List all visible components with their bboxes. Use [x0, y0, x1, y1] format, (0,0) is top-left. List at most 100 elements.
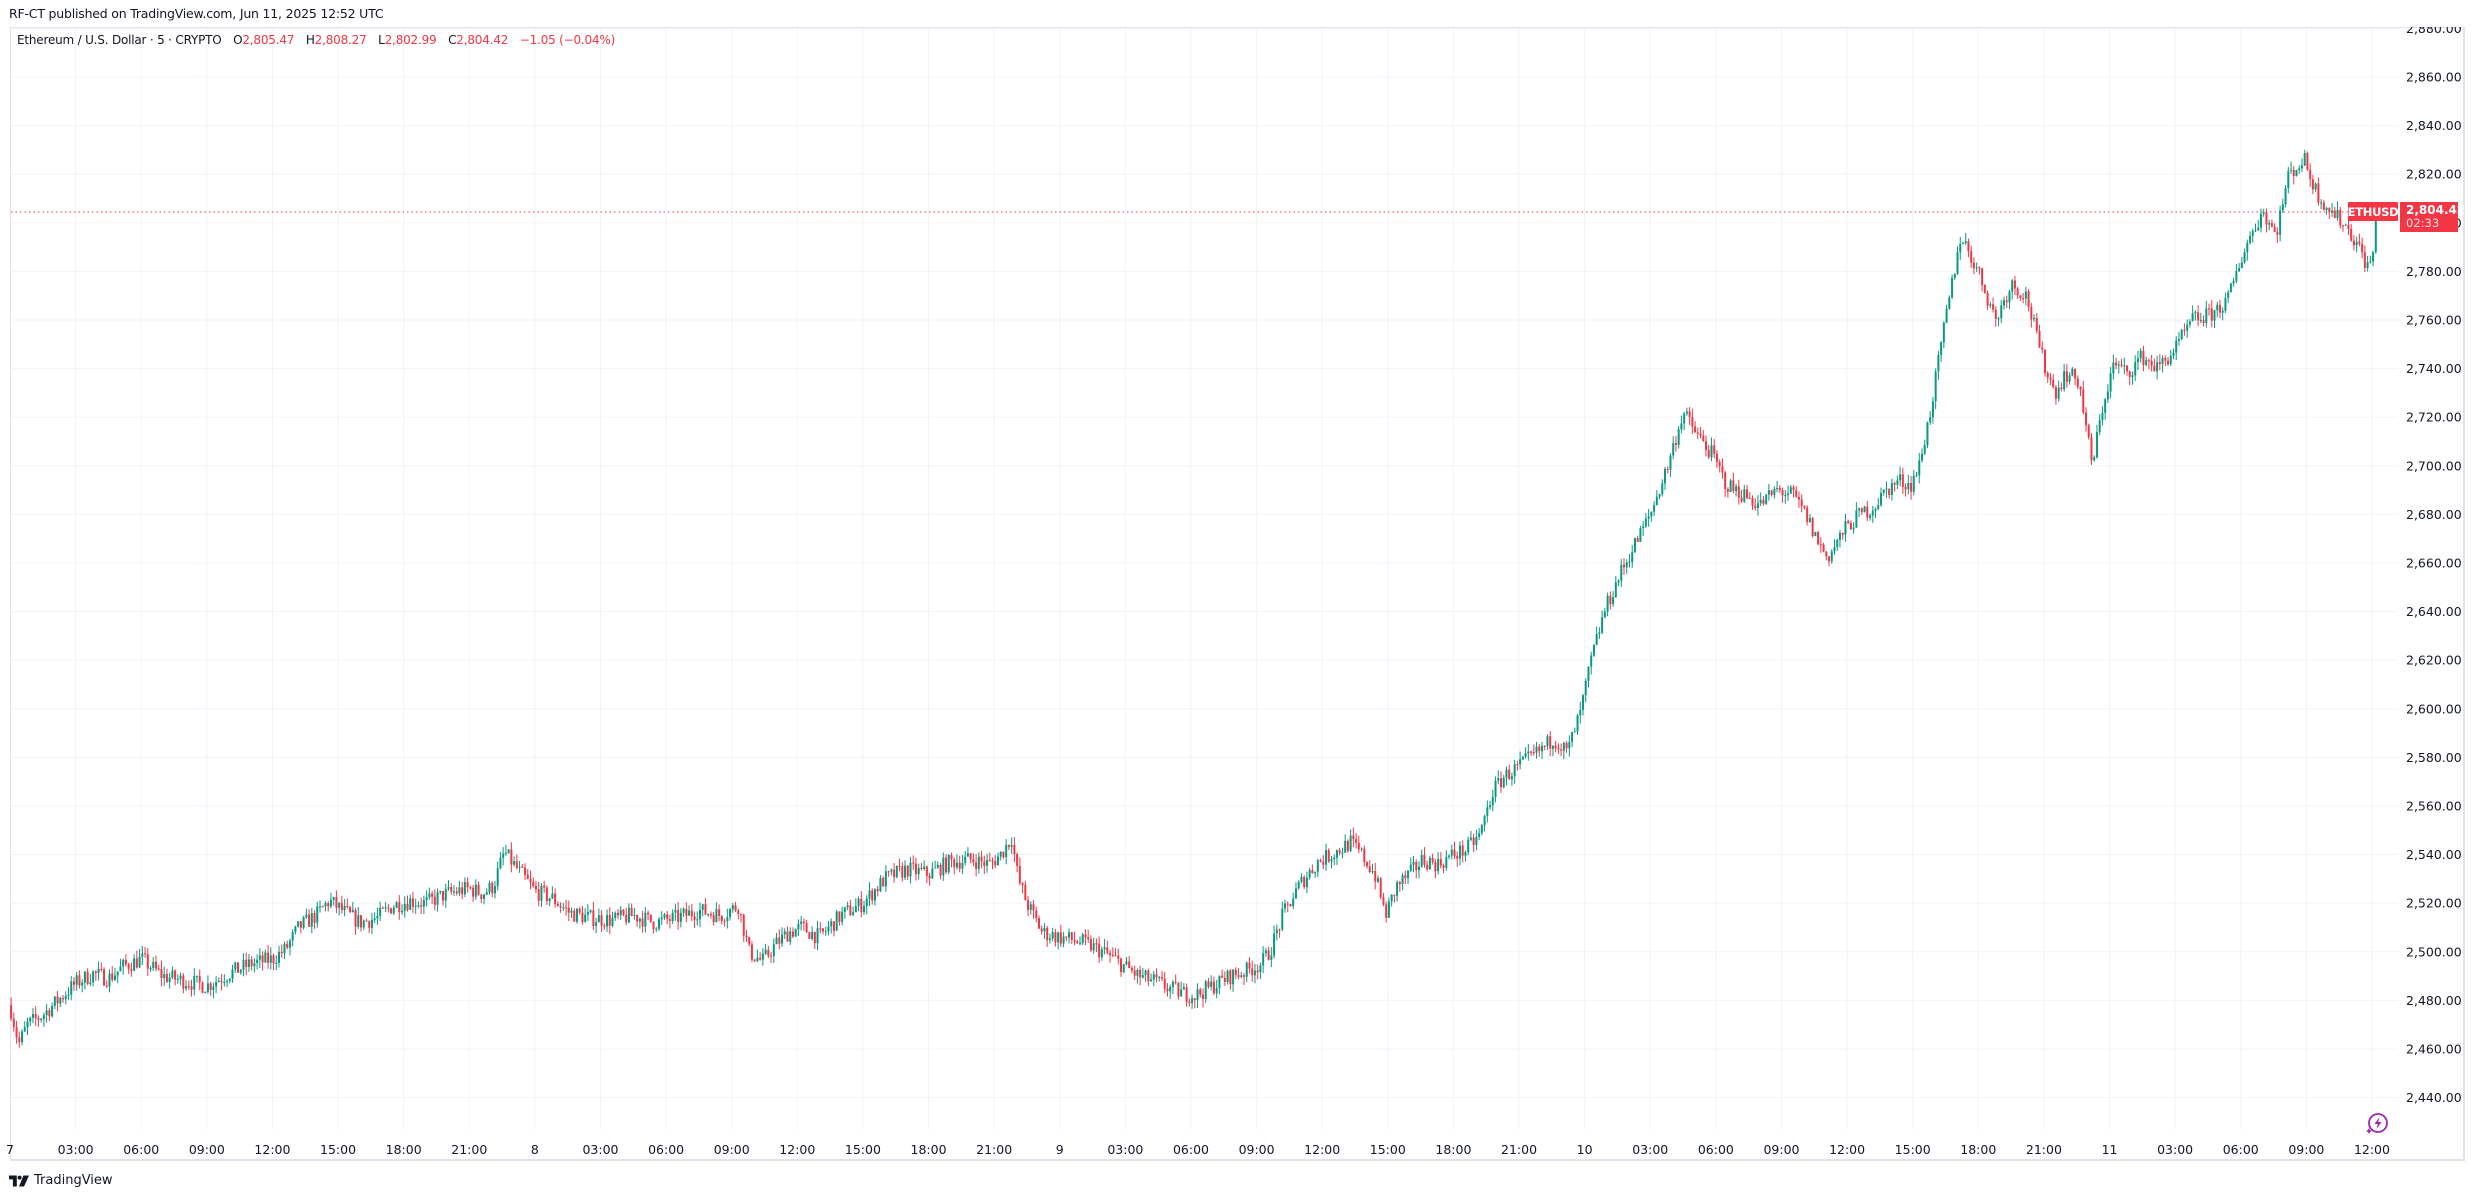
candle: [1412, 861, 1415, 865]
candle: [2325, 207, 2328, 210]
candle: [548, 898, 551, 902]
candle: [1879, 492, 1882, 506]
candle: [1784, 494, 1787, 496]
candle: [1866, 506, 1869, 518]
candle: [1625, 562, 1628, 568]
candle: [647, 912, 650, 915]
candle: [1644, 518, 1647, 527]
time-axis: 7 03:00 06:00 09:00 12:00 15:00 18:00 21:00 8 03:…: [6, 1142, 2390, 1157]
tradingview-watermark[interactable]: TradingView: [9, 1173, 113, 1188]
candle: [1502, 777, 1505, 788]
candle: [1713, 445, 1716, 454]
candle: [1737, 486, 1740, 498]
candle: [1836, 539, 1839, 548]
candle: [1240, 975, 1243, 977]
price-tick-label: 2,760.00: [2406, 313, 2462, 328]
candle: [1942, 322, 1945, 343]
candle: [1207, 981, 1210, 987]
candle: [712, 915, 715, 923]
candle: [731, 905, 734, 910]
candle: [483, 894, 486, 899]
candle: [2027, 291, 2030, 308]
price-tick-label: 2,860.00: [2406, 70, 2462, 85]
candle: [2177, 339, 2180, 341]
candle: [267, 952, 270, 963]
candle: [2235, 271, 2238, 281]
candle: [2169, 355, 2172, 365]
candle: [1387, 901, 1390, 918]
candle: [1087, 937, 1090, 940]
candle: [1100, 949, 1103, 958]
candle: [1748, 498, 1751, 500]
candle: [1888, 488, 1891, 496]
candle: [906, 865, 909, 877]
candle: [10, 1005, 13, 1019]
time-tick-label: 21:00: [451, 1142, 487, 1157]
candle: [742, 914, 745, 936]
candle: [1204, 981, 1207, 999]
candle: [1243, 975, 1246, 977]
candle: [1144, 970, 1147, 976]
candle: [857, 898, 860, 907]
candle: [830, 921, 833, 927]
chart-frame[interactable]: [10, 27, 2465, 1161]
candle: [258, 955, 261, 960]
candle: [559, 906, 562, 908]
candle: [936, 864, 939, 868]
time-tick-label: 12:00: [1304, 1142, 1340, 1157]
candle: [1130, 968, 1133, 971]
candle: [2194, 312, 2197, 314]
candle: [1109, 952, 1112, 955]
candle: [256, 959, 259, 964]
candle: [1021, 883, 1024, 886]
candle: [187, 986, 190, 988]
candle: [1549, 736, 1552, 749]
candle: [103, 969, 106, 986]
candle: [141, 953, 144, 957]
candle: [693, 916, 696, 920]
candle: [655, 928, 658, 930]
candle: [2071, 368, 2074, 376]
candle: [2161, 357, 2164, 364]
candle: [575, 908, 578, 922]
candle: [524, 867, 527, 875]
candle: [2268, 223, 2271, 225]
candle: [1314, 871, 1317, 874]
candle: [1994, 309, 1997, 319]
candle: [1806, 507, 1809, 522]
candle: [1212, 981, 1215, 994]
candle: [969, 853, 972, 860]
candle: [2082, 389, 2085, 413]
candle: [226, 981, 229, 983]
price-tick-label: 2,440.00: [2406, 1090, 2462, 1105]
candle: [2008, 291, 2011, 303]
time-tick-label: 09:00: [714, 1142, 750, 1157]
candle: [1327, 850, 1330, 862]
candle: [2298, 168, 2301, 171]
candle: [1415, 861, 1418, 871]
candle: [953, 859, 956, 868]
candle: [2136, 358, 2139, 363]
candle: [1489, 805, 1492, 808]
candle: [775, 937, 778, 945]
candle: [2024, 291, 2027, 299]
candle: [1420, 855, 1423, 867]
realtime-lightning-icon[interactable]: [2364, 1111, 2390, 1137]
candle: [1871, 510, 1874, 516]
symbol-title[interactable]: Ethereum / U.S. Dollar · 5 · CRYPTO: [17, 33, 222, 47]
grid-lines: [11, 27, 2398, 1129]
candle: [406, 903, 409, 910]
price-tick-label: 2,700.00: [2406, 458, 2462, 473]
candle: [1169, 987, 1172, 992]
candle: [411, 898, 414, 907]
candle: [272, 955, 275, 964]
candle: [1237, 975, 1240, 977]
candle: [2035, 318, 2038, 331]
candle: [1519, 759, 1522, 765]
candle: [614, 912, 617, 918]
candle: [1308, 870, 1311, 878]
candle: [2374, 212, 2377, 253]
candle: [1516, 764, 1519, 766]
time-tick-label: 12:00: [254, 1142, 290, 1157]
